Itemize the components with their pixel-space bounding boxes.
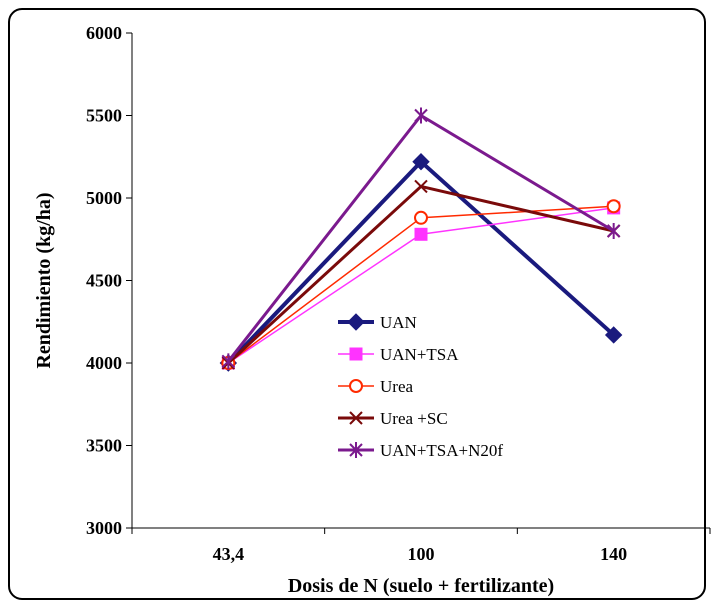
data-point-marker [349,347,363,361]
y-tick-label: 5500 [86,106,122,126]
data-point-marker [414,107,428,124]
legend-item: UAN+TSA [338,345,459,364]
data-point-marker [349,411,363,425]
y-tick-label: 4500 [86,271,122,291]
legend-item: Urea [338,377,413,396]
series-layer [219,107,623,372]
series-uan-tsa-n20f [221,107,621,370]
y-axis-title: Rendimiento (kg/ha) [33,192,55,368]
chart-frame [8,8,706,600]
data-point-marker [414,179,428,194]
x-tick-label: 100 [408,544,435,564]
data-point-marker [349,442,363,458]
data-point-marker [606,199,621,214]
y-tick-label: 5000 [86,188,122,208]
y-tick-label: 4000 [86,353,122,373]
legend-item: UAN+TSA+N20f [338,441,503,460]
data-point-marker [606,223,621,239]
data-point-marker [412,152,430,171]
y-tick-label: 6000 [86,23,122,43]
x-tick-label: 43,4 [213,544,245,564]
data-point-marker [604,326,623,344]
data-point-marker [349,379,363,393]
legend-label: UAN [380,313,417,332]
legend-label: UAN+TSA [380,345,459,364]
legend: UAN UAN+TSA Urea Urea +SC UAN+TSA+N20f [338,313,503,460]
y-tick-label: 3500 [86,436,122,456]
data-point-marker [414,210,428,225]
legend-item: Urea +SC [338,409,448,428]
legend-label: UAN+TSA+N20f [380,441,503,460]
legend-label: Urea +SC [380,409,448,428]
data-point-marker [414,227,428,241]
data-point-marker [347,313,365,331]
legend-item: UAN [338,313,417,332]
legend-label: Urea [380,377,413,396]
x-tick-label: 140 [600,544,627,564]
series-line [226,159,616,365]
y-tick-label: 3000 [86,518,122,538]
x-axis-title: Dosis de N (suelo + fertilizante) [288,575,554,597]
data-point-marker [221,353,236,370]
axes: 3000 3500 4000 4500 5000 5500 6000 43,4 100 140 [86,23,711,564]
